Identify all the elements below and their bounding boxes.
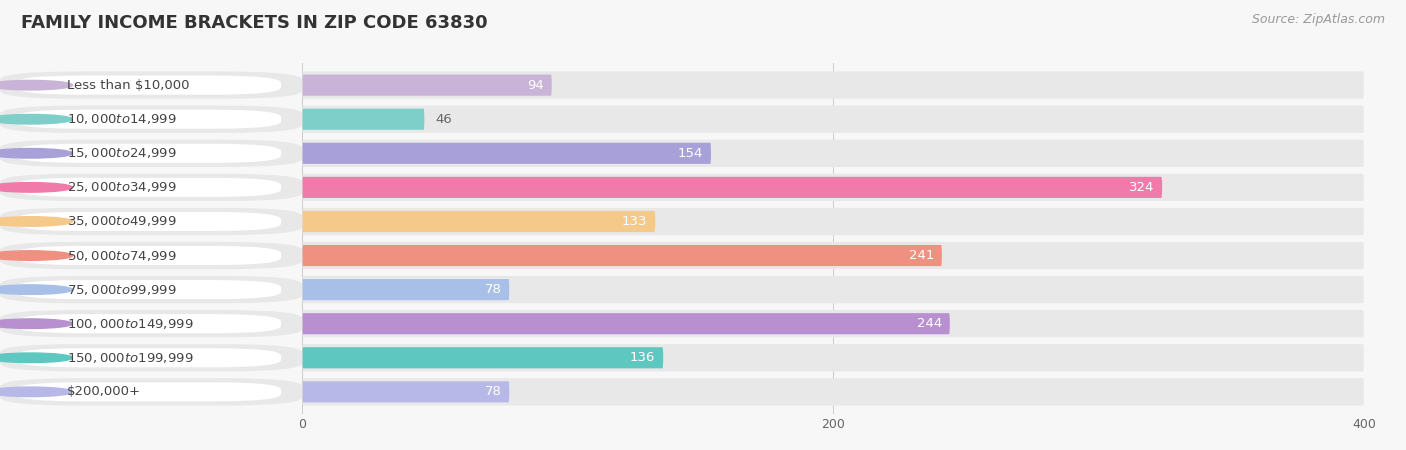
Text: 154: 154 <box>678 147 703 160</box>
Text: 324: 324 <box>1129 181 1154 194</box>
Text: $10,000 to $14,999: $10,000 to $14,999 <box>66 112 176 126</box>
Circle shape <box>0 353 73 363</box>
Text: 241: 241 <box>908 249 934 262</box>
FancyBboxPatch shape <box>302 177 1163 198</box>
Circle shape <box>0 251 73 260</box>
FancyBboxPatch shape <box>15 246 281 265</box>
FancyBboxPatch shape <box>302 344 1364 371</box>
FancyBboxPatch shape <box>0 72 302 99</box>
FancyBboxPatch shape <box>15 382 281 401</box>
FancyBboxPatch shape <box>0 140 302 167</box>
Text: 78: 78 <box>485 283 502 296</box>
FancyBboxPatch shape <box>302 276 1364 303</box>
FancyBboxPatch shape <box>0 208 302 235</box>
FancyBboxPatch shape <box>302 75 551 96</box>
FancyBboxPatch shape <box>15 76 281 94</box>
FancyBboxPatch shape <box>0 242 302 269</box>
FancyBboxPatch shape <box>302 140 1364 167</box>
FancyBboxPatch shape <box>302 72 1364 99</box>
Text: $100,000 to $149,999: $100,000 to $149,999 <box>66 317 193 331</box>
FancyBboxPatch shape <box>302 108 425 130</box>
FancyBboxPatch shape <box>15 212 281 231</box>
FancyBboxPatch shape <box>302 211 655 232</box>
Text: Less than $10,000: Less than $10,000 <box>66 79 188 92</box>
FancyBboxPatch shape <box>15 178 281 197</box>
FancyBboxPatch shape <box>302 279 509 300</box>
FancyBboxPatch shape <box>15 348 281 367</box>
Circle shape <box>0 148 73 158</box>
FancyBboxPatch shape <box>0 310 302 338</box>
FancyBboxPatch shape <box>0 378 302 405</box>
FancyBboxPatch shape <box>302 313 950 334</box>
FancyBboxPatch shape <box>302 245 942 266</box>
Text: 78: 78 <box>485 385 502 398</box>
FancyBboxPatch shape <box>15 314 281 333</box>
FancyBboxPatch shape <box>15 110 281 129</box>
FancyBboxPatch shape <box>15 144 281 163</box>
Text: $150,000 to $199,999: $150,000 to $199,999 <box>66 351 193 365</box>
Circle shape <box>0 114 73 124</box>
Circle shape <box>0 387 73 396</box>
Circle shape <box>0 319 73 328</box>
FancyBboxPatch shape <box>0 276 302 303</box>
Text: 136: 136 <box>630 351 655 364</box>
Text: $200,000+: $200,000+ <box>66 385 141 398</box>
FancyBboxPatch shape <box>302 242 1364 269</box>
FancyBboxPatch shape <box>302 143 711 164</box>
Text: Source: ZipAtlas.com: Source: ZipAtlas.com <box>1251 14 1385 27</box>
FancyBboxPatch shape <box>302 347 664 369</box>
Circle shape <box>0 285 73 294</box>
Text: 94: 94 <box>527 79 544 92</box>
Text: 244: 244 <box>917 317 942 330</box>
FancyBboxPatch shape <box>302 208 1364 235</box>
Text: $75,000 to $99,999: $75,000 to $99,999 <box>66 283 176 297</box>
Text: $25,000 to $34,999: $25,000 to $34,999 <box>66 180 176 194</box>
FancyBboxPatch shape <box>302 378 1364 405</box>
Text: $15,000 to $24,999: $15,000 to $24,999 <box>66 146 176 160</box>
FancyBboxPatch shape <box>302 310 1364 338</box>
Circle shape <box>0 217 73 226</box>
Text: $50,000 to $74,999: $50,000 to $74,999 <box>66 248 176 262</box>
FancyBboxPatch shape <box>302 174 1364 201</box>
FancyBboxPatch shape <box>0 174 302 201</box>
Text: $35,000 to $49,999: $35,000 to $49,999 <box>66 215 176 229</box>
Text: 46: 46 <box>434 113 451 126</box>
FancyBboxPatch shape <box>0 106 302 133</box>
FancyBboxPatch shape <box>0 344 302 371</box>
FancyBboxPatch shape <box>15 280 281 299</box>
Circle shape <box>0 183 73 192</box>
Circle shape <box>0 81 73 90</box>
Text: 133: 133 <box>621 215 647 228</box>
FancyBboxPatch shape <box>302 106 1364 133</box>
Text: FAMILY INCOME BRACKETS IN ZIP CODE 63830: FAMILY INCOME BRACKETS IN ZIP CODE 63830 <box>21 14 488 32</box>
FancyBboxPatch shape <box>302 381 509 402</box>
